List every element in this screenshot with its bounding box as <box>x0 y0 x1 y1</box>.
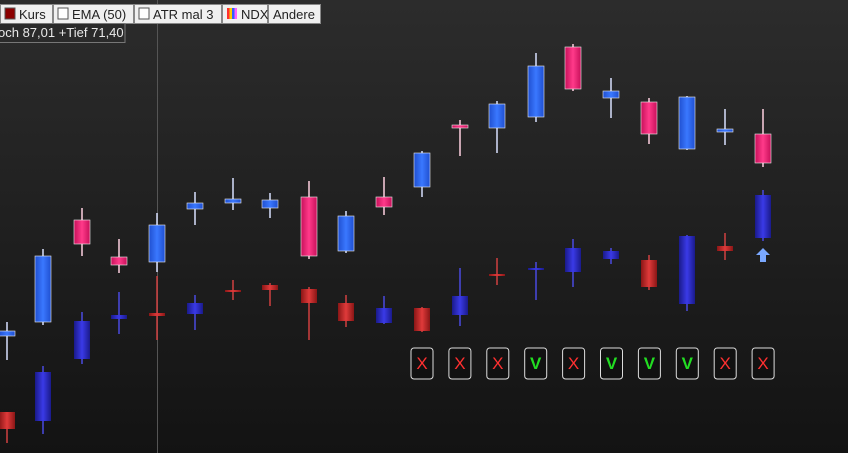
toolbar-item[interactable]: Kurs <box>0 4 53 24</box>
legend-swatch <box>227 8 230 19</box>
candle-body <box>301 289 317 303</box>
signal-label: X <box>492 354 503 373</box>
candle-body <box>414 308 430 331</box>
candle-body <box>187 303 203 314</box>
signal-box <box>486 347 510 380</box>
signal-label: X <box>416 354 427 373</box>
candle-body <box>489 274 505 276</box>
toolbar-label: EMA (50) <box>72 7 126 22</box>
signal-label: X <box>454 354 465 373</box>
signal-box <box>600 347 623 380</box>
toolbar-item[interactable]: NDX <box>222 4 269 24</box>
signal-box <box>448 347 472 380</box>
legend-swatch <box>138 7 150 20</box>
candle-body <box>755 195 771 238</box>
legend-swatch <box>232 8 235 19</box>
candle-body <box>527 65 545 118</box>
candle-body <box>111 315 127 319</box>
toolbar-button[interactable] <box>268 4 321 24</box>
candle-body <box>74 321 90 359</box>
signal-label: X <box>757 354 768 373</box>
candle-body <box>716 128 734 133</box>
candle-body <box>0 330 16 337</box>
candle-body <box>678 96 696 150</box>
toolbar-item[interactable]: ATR mal 3 <box>134 4 222 24</box>
candle-body <box>262 285 278 290</box>
signal-label: V <box>644 354 656 373</box>
candle-body <box>376 308 392 323</box>
candle-body <box>224 198 242 204</box>
signal-label: X <box>568 354 579 373</box>
candle-body <box>528 268 544 270</box>
toolbar-label: NDX <box>241 7 269 22</box>
signal-label: V <box>606 354 618 373</box>
signal-box <box>637 347 661 380</box>
toolbar-button[interactable] <box>134 4 222 24</box>
legend-swatch <box>229 8 232 19</box>
signal-label: X <box>720 354 731 373</box>
signal-box <box>524 347 548 380</box>
candle-body <box>261 199 279 209</box>
candle-body <box>451 124 469 129</box>
candle-body <box>0 412 15 429</box>
candle-body <box>73 219 91 245</box>
legend-swatch <box>57 7 69 20</box>
candle-body <box>488 103 506 129</box>
candle-body <box>148 224 166 263</box>
signal-box <box>675 347 699 380</box>
signal-box <box>751 347 775 380</box>
toolbar-label: Andere <box>273 7 315 22</box>
legend-swatch <box>4 7 16 20</box>
signal-label: V <box>682 354 694 373</box>
candle-body <box>225 290 241 292</box>
signal-arrow <box>756 248 770 262</box>
toolbar-label: Kurs <box>19 7 46 22</box>
info-label: och 87,01 +Tief 71,40 <box>0 25 124 40</box>
candle-body <box>640 101 658 135</box>
candle-body <box>35 372 51 421</box>
candle-body <box>603 251 619 259</box>
candle-body <box>300 196 318 257</box>
candle-body <box>564 46 582 90</box>
legend-swatch <box>234 8 237 19</box>
candle-body <box>413 152 431 188</box>
candle-body <box>337 215 355 252</box>
info-box <box>0 23 126 43</box>
signal-box <box>713 347 737 380</box>
candle-body <box>641 260 657 287</box>
candle-body <box>149 313 165 316</box>
candle-body <box>34 255 52 323</box>
toolbar-item[interactable]: EMA (50) <box>53 4 134 24</box>
candle-body <box>602 90 620 99</box>
candle-body <box>754 133 772 164</box>
toolbar-item[interactable]: Andere <box>268 4 321 24</box>
candle-body <box>338 303 354 321</box>
toolbar-label: ATR mal 3 <box>153 7 213 22</box>
signal-box <box>562 347 586 380</box>
candle-body <box>717 246 733 251</box>
signal-box <box>410 347 434 380</box>
candle-body <box>186 202 204 210</box>
candle-body <box>679 236 695 304</box>
candle-body <box>110 256 128 266</box>
candle-body <box>565 248 581 272</box>
candle-body <box>452 296 468 315</box>
signal-label: V <box>530 354 542 373</box>
candle-body <box>375 196 393 208</box>
